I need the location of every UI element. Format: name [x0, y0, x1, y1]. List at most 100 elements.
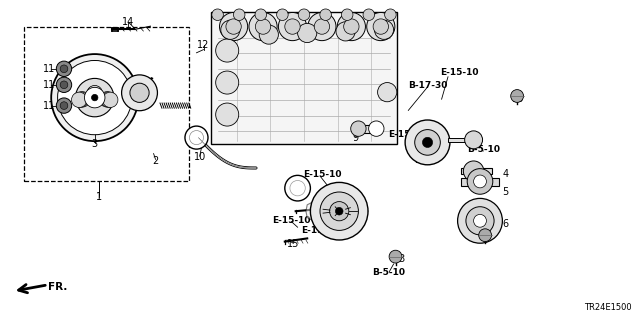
Ellipse shape [102, 92, 118, 108]
Ellipse shape [335, 207, 343, 215]
Ellipse shape [56, 98, 72, 113]
Ellipse shape [87, 86, 102, 101]
Ellipse shape [220, 12, 248, 41]
Text: B-5-10: B-5-10 [372, 268, 406, 277]
Text: 12: 12 [197, 40, 210, 51]
Ellipse shape [320, 192, 358, 230]
Text: E-15-10: E-15-10 [272, 216, 310, 225]
Ellipse shape [58, 60, 132, 135]
Ellipse shape [351, 121, 366, 136]
Ellipse shape [330, 202, 349, 221]
Ellipse shape [84, 87, 105, 108]
Polygon shape [306, 202, 368, 221]
Ellipse shape [221, 20, 240, 39]
Ellipse shape [255, 19, 271, 34]
Ellipse shape [216, 39, 239, 62]
Text: 4: 4 [502, 169, 509, 180]
Ellipse shape [76, 78, 114, 117]
Polygon shape [461, 168, 492, 174]
Text: 13: 13 [512, 94, 525, 104]
Text: 2: 2 [152, 156, 159, 166]
Ellipse shape [60, 102, 68, 109]
Ellipse shape [130, 83, 149, 102]
Ellipse shape [255, 9, 267, 20]
Ellipse shape [336, 22, 355, 41]
Text: 13: 13 [480, 233, 493, 244]
Bar [211, 12, 397, 144]
Text: FR.: FR. [48, 282, 67, 292]
Ellipse shape [259, 25, 278, 44]
Text: 8: 8 [323, 203, 330, 213]
Text: E-15-10: E-15-10 [388, 130, 426, 139]
Text: 1: 1 [96, 192, 102, 202]
Ellipse shape [378, 83, 397, 102]
Ellipse shape [363, 9, 374, 20]
Ellipse shape [385, 9, 396, 20]
Ellipse shape [56, 77, 72, 92]
Ellipse shape [465, 131, 483, 149]
Ellipse shape [367, 12, 395, 41]
Polygon shape [461, 178, 499, 186]
Text: 11: 11 [43, 100, 56, 111]
Ellipse shape [122, 75, 157, 111]
Ellipse shape [87, 86, 102, 102]
Ellipse shape [474, 214, 486, 227]
Ellipse shape [285, 175, 310, 201]
Text: B-5-10: B-5-10 [467, 145, 500, 154]
Ellipse shape [511, 90, 524, 102]
Text: E-15-10: E-15-10 [303, 170, 342, 179]
Text: 9: 9 [352, 132, 358, 143]
Text: 5: 5 [502, 187, 509, 197]
Text: 12: 12 [293, 183, 306, 193]
Ellipse shape [310, 182, 368, 240]
Ellipse shape [212, 9, 223, 20]
Text: 15: 15 [287, 239, 300, 249]
Polygon shape [420, 133, 435, 138]
Text: TR24E1500: TR24E1500 [584, 303, 632, 312]
Ellipse shape [60, 81, 68, 89]
Ellipse shape [374, 20, 394, 39]
Ellipse shape [249, 12, 277, 41]
Ellipse shape [276, 9, 288, 20]
Text: 6: 6 [502, 219, 509, 229]
Text: 13: 13 [394, 254, 406, 264]
Ellipse shape [99, 92, 115, 107]
Ellipse shape [415, 130, 440, 155]
Ellipse shape [308, 12, 336, 41]
Ellipse shape [73, 92, 88, 107]
Ellipse shape [234, 9, 245, 20]
Ellipse shape [337, 12, 365, 41]
Ellipse shape [285, 19, 300, 34]
Text: 3: 3 [92, 139, 98, 149]
Polygon shape [358, 125, 376, 133]
Ellipse shape [56, 61, 72, 76]
Polygon shape [448, 138, 474, 142]
Ellipse shape [405, 120, 450, 165]
Ellipse shape [344, 19, 359, 34]
Ellipse shape [373, 19, 388, 34]
Text: B-17-30: B-17-30 [408, 81, 447, 90]
Ellipse shape [458, 198, 502, 243]
Ellipse shape [474, 175, 486, 188]
Text: E-15-10: E-15-10 [301, 226, 339, 235]
Ellipse shape [278, 12, 307, 41]
Ellipse shape [466, 207, 494, 235]
Ellipse shape [463, 161, 484, 181]
Ellipse shape [369, 121, 384, 136]
Ellipse shape [87, 85, 102, 101]
Ellipse shape [216, 103, 239, 126]
Text: 14: 14 [122, 17, 134, 27]
Text: 11: 11 [43, 64, 56, 74]
Ellipse shape [72, 92, 87, 108]
Ellipse shape [298, 23, 317, 43]
Ellipse shape [467, 169, 493, 194]
Ellipse shape [51, 54, 138, 141]
Ellipse shape [185, 126, 208, 149]
Polygon shape [420, 147, 435, 152]
Ellipse shape [389, 250, 402, 263]
Ellipse shape [314, 19, 330, 34]
Ellipse shape [226, 19, 241, 34]
Ellipse shape [342, 9, 353, 20]
Bar [24, 27, 189, 181]
Ellipse shape [60, 65, 68, 73]
